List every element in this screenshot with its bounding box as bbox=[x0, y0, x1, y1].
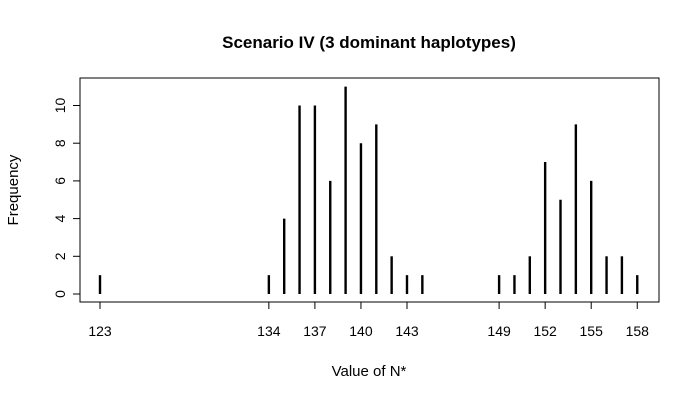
x-axis-label: Value of N* bbox=[332, 363, 407, 380]
y-tick-label: 0 bbox=[52, 290, 68, 298]
x-tick-label: 155 bbox=[580, 323, 604, 339]
x-tick-label: 137 bbox=[303, 323, 327, 339]
x-tick-label: 143 bbox=[395, 323, 419, 339]
y-tick-label: 10 bbox=[52, 98, 68, 114]
plot-frame bbox=[79, 77, 660, 303]
chart-title: Scenario IV (3 dominant haplotypes) bbox=[222, 33, 516, 52]
y-axis-label: Frequency bbox=[5, 154, 22, 225]
x-tick-label: 123 bbox=[88, 323, 112, 339]
y-tick-label: 2 bbox=[52, 252, 68, 260]
x-tick-label: 158 bbox=[626, 323, 650, 339]
y-axis: 0 2 4 6 8 10 bbox=[52, 98, 81, 298]
y-tick-label: 8 bbox=[52, 139, 68, 147]
x-tick-label: 140 bbox=[349, 323, 373, 339]
x-tick-label: 152 bbox=[533, 323, 557, 339]
y-tick-label: 6 bbox=[52, 177, 68, 185]
y-tick-label: 4 bbox=[52, 214, 68, 222]
x-axis: 123 134 137 140 143 149 152 155 158 bbox=[88, 301, 650, 339]
bars bbox=[98, 86, 639, 294]
x-tick-label: 149 bbox=[487, 323, 511, 339]
x-tick-label: 134 bbox=[257, 323, 281, 339]
